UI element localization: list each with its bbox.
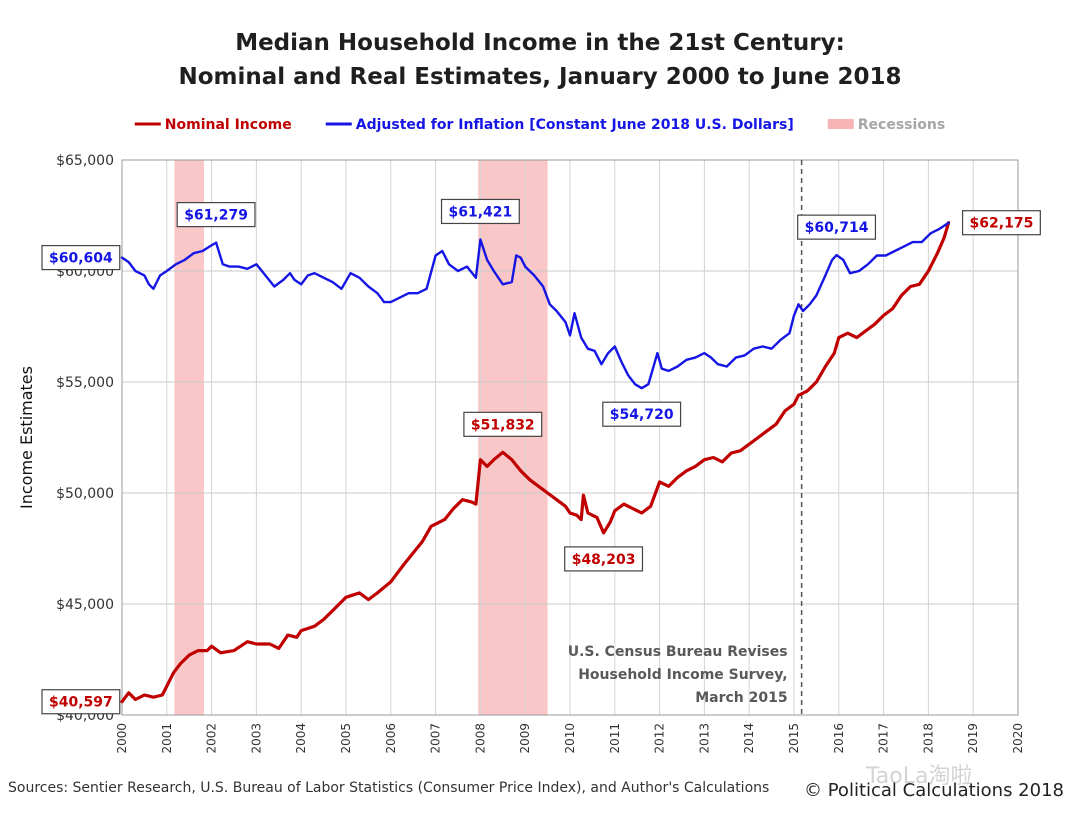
x-tick-label: 2011 bbox=[608, 723, 622, 754]
x-tick-label: 2015 bbox=[787, 723, 801, 754]
x-tick-label: 2002 bbox=[205, 723, 219, 754]
credit-note: © Political Calculations 2018 bbox=[804, 780, 1064, 801]
value-callout-box bbox=[602, 401, 682, 427]
revision-note-line: March 2015 bbox=[695, 690, 787, 706]
x-tick-label: 2010 bbox=[563, 723, 577, 754]
x-tick-label: 2005 bbox=[339, 723, 353, 754]
legend-label: Nominal Income bbox=[165, 117, 292, 133]
value-callout-label: $54,720 bbox=[610, 407, 674, 423]
recession-band bbox=[174, 160, 204, 715]
y-tick-label: $65,000 bbox=[56, 153, 114, 169]
x-tick-label: 2012 bbox=[653, 723, 667, 754]
value-callout-label: $40,597 bbox=[49, 695, 113, 711]
x-tick-label: 2007 bbox=[429, 723, 443, 754]
y-tick-label: $45,000 bbox=[56, 597, 114, 613]
x-tick-label: 2009 bbox=[518, 723, 532, 754]
x-tick-label: 2001 bbox=[160, 723, 174, 754]
y-tick-label: $55,000 bbox=[56, 375, 114, 391]
x-tick-label: 2013 bbox=[697, 723, 711, 754]
value-callout-box bbox=[41, 244, 121, 271]
x-tick-label: 2008 bbox=[473, 723, 487, 754]
plot-border bbox=[121, 159, 1019, 716]
chart-subtitle: Nominal and Real Estimates, January 2000… bbox=[178, 64, 902, 90]
legend-label: Recessions bbox=[858, 117, 945, 133]
x-tick-label: 2003 bbox=[249, 723, 263, 754]
value-callout-label: $60,604 bbox=[49, 251, 113, 267]
x-tick-label: 2018 bbox=[921, 723, 935, 754]
value-callout-box bbox=[961, 210, 1041, 236]
x-tick-label: 2000 bbox=[115, 723, 129, 754]
watermark: TaoLa淘啦 bbox=[866, 764, 973, 789]
chart-title: Median Household Income in the 21st Cent… bbox=[235, 30, 845, 56]
real-income-line bbox=[120, 221, 950, 390]
x-tick-label: 2014 bbox=[742, 723, 756, 754]
value-callout-box bbox=[41, 689, 121, 715]
x-tick-label: 2006 bbox=[384, 723, 398, 754]
revision-note-line: U.S. Census Bureau Revises bbox=[568, 644, 788, 660]
nominal-income-line bbox=[120, 221, 951, 704]
value-callout-box bbox=[564, 546, 644, 572]
value-callout-box bbox=[797, 214, 877, 240]
x-tick-label: 2017 bbox=[877, 723, 891, 754]
x-tick-label: 2016 bbox=[832, 723, 846, 754]
value-callout-box bbox=[463, 411, 543, 437]
value-callout-label: $60,714 bbox=[805, 220, 869, 236]
legend-swatch-recessions bbox=[827, 119, 854, 129]
y-axis-label: Income Estimates bbox=[17, 366, 36, 509]
value-callout-box bbox=[440, 198, 520, 225]
value-callout-label: $61,421 bbox=[449, 204, 513, 220]
revision-note-line: Household Income Survey, bbox=[578, 667, 787, 683]
value-callout-label: $61,279 bbox=[184, 208, 248, 224]
y-tick-label: $50,000 bbox=[56, 486, 114, 502]
value-callout-label: $62,175 bbox=[970, 216, 1034, 232]
value-callout-label: $48,203 bbox=[572, 552, 636, 568]
value-callout-box bbox=[176, 202, 256, 228]
x-tick-label: 2019 bbox=[966, 723, 980, 754]
recession-band bbox=[478, 160, 548, 715]
x-tick-label: 2020 bbox=[1011, 723, 1025, 754]
legend-label: Adjusted for Inflation [Constant June 20… bbox=[356, 117, 794, 133]
x-tick-label: 2004 bbox=[294, 723, 308, 754]
sources-note: Sources: Sentier Research, U.S. Bureau o… bbox=[8, 780, 770, 796]
value-callout-label: $51,832 bbox=[471, 417, 535, 433]
